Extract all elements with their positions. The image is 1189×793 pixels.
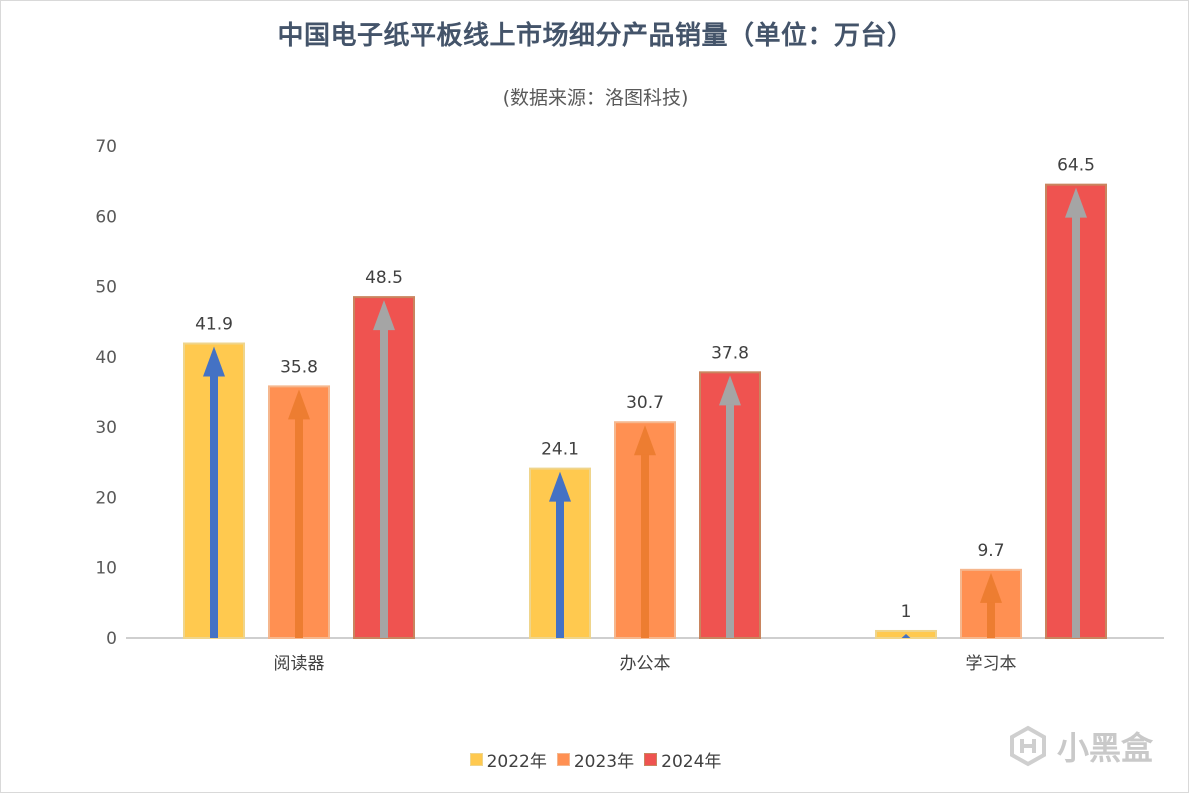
y-tick-label: 40 xyxy=(95,348,117,368)
y-tick-label: 0 xyxy=(106,629,117,649)
y-tick-label: 20 xyxy=(95,488,117,508)
bar-arrow-head xyxy=(549,471,571,502)
y-tick-label: 60 xyxy=(95,207,117,227)
watermark-logo-icon xyxy=(1010,725,1046,767)
y-tick-label: 50 xyxy=(95,278,117,298)
bar-group xyxy=(183,342,245,639)
chart-subtitle: (数据来源：洛图科技) xyxy=(502,87,689,109)
data-label: 1 xyxy=(901,602,912,622)
data-label: 9.7 xyxy=(977,541,1004,561)
x-category-label: 学习本 xyxy=(966,654,1017,674)
bar-group xyxy=(875,629,937,640)
data-label: 24.1 xyxy=(541,440,579,460)
bar-arrow-shaft xyxy=(556,501,564,638)
legend-label: 2022年 xyxy=(486,752,547,772)
legend-swatch xyxy=(644,753,658,766)
bar-arrow-head xyxy=(901,633,911,638)
legend-item: 2023年 xyxy=(556,747,635,772)
y-tick-label: 30 xyxy=(95,418,117,438)
data-label: 41.9 xyxy=(195,315,233,335)
legend-label: 2023年 xyxy=(573,752,635,772)
legend-swatch xyxy=(556,753,570,766)
bar-arrow-head xyxy=(980,572,1002,603)
x-category-label: 阅读器 xyxy=(274,654,325,674)
y-tick-label: 10 xyxy=(95,559,117,579)
bar-arrow-head xyxy=(1065,187,1087,218)
data-label: 48.5 xyxy=(365,268,403,288)
watermark: 小黑盒 xyxy=(1007,723,1153,769)
bar-arrow-head xyxy=(203,346,225,377)
bar-arrow-shaft xyxy=(641,454,649,638)
bar-arrow-head xyxy=(288,389,310,420)
bar-group xyxy=(614,421,676,640)
bar-arrow-head xyxy=(719,375,741,406)
legend-swatch xyxy=(469,753,483,766)
bar-arrow-shaft xyxy=(210,376,218,638)
bar-arrow-shaft xyxy=(726,404,734,638)
legend-label: 2024年 xyxy=(661,752,722,772)
bar-group xyxy=(529,467,591,639)
watermark-text: 小黑盒 xyxy=(1057,729,1154,767)
data-label: 35.8 xyxy=(280,357,318,377)
data-label: 37.8 xyxy=(711,343,749,363)
bar-group xyxy=(1045,183,1107,640)
legend-item: 2024年 xyxy=(644,747,721,772)
bar-group xyxy=(268,385,330,639)
chart-title: 中国电子纸平板线上市场细分产品销量（单位：万台） xyxy=(277,21,914,51)
bar-group xyxy=(353,296,415,639)
bar-arrow-head xyxy=(634,425,656,456)
bar-chart-plot: 0 10 20 30 40 50 60 70 阅读器 41.9 35.8 48.5 办公本 24.1 30.… xyxy=(95,137,1164,674)
chart-legend: 2022年 2023年 2024年 xyxy=(1,747,1188,772)
legend-item: 2022年 xyxy=(469,747,547,772)
bar-arrow-shaft xyxy=(1072,217,1080,638)
bar-group xyxy=(699,371,761,639)
bar-arrow-head xyxy=(373,300,395,331)
bar-arrow-shaft xyxy=(380,329,388,638)
x-category-label: 办公本 xyxy=(620,654,671,674)
bar-arrow-shaft xyxy=(295,418,303,638)
data-label: 30.7 xyxy=(626,393,664,413)
y-tick-label: 70 xyxy=(95,137,117,157)
bar-arrow-shaft xyxy=(987,602,995,638)
bar-group xyxy=(960,568,1022,640)
data-label: 64.5 xyxy=(1057,156,1095,176)
